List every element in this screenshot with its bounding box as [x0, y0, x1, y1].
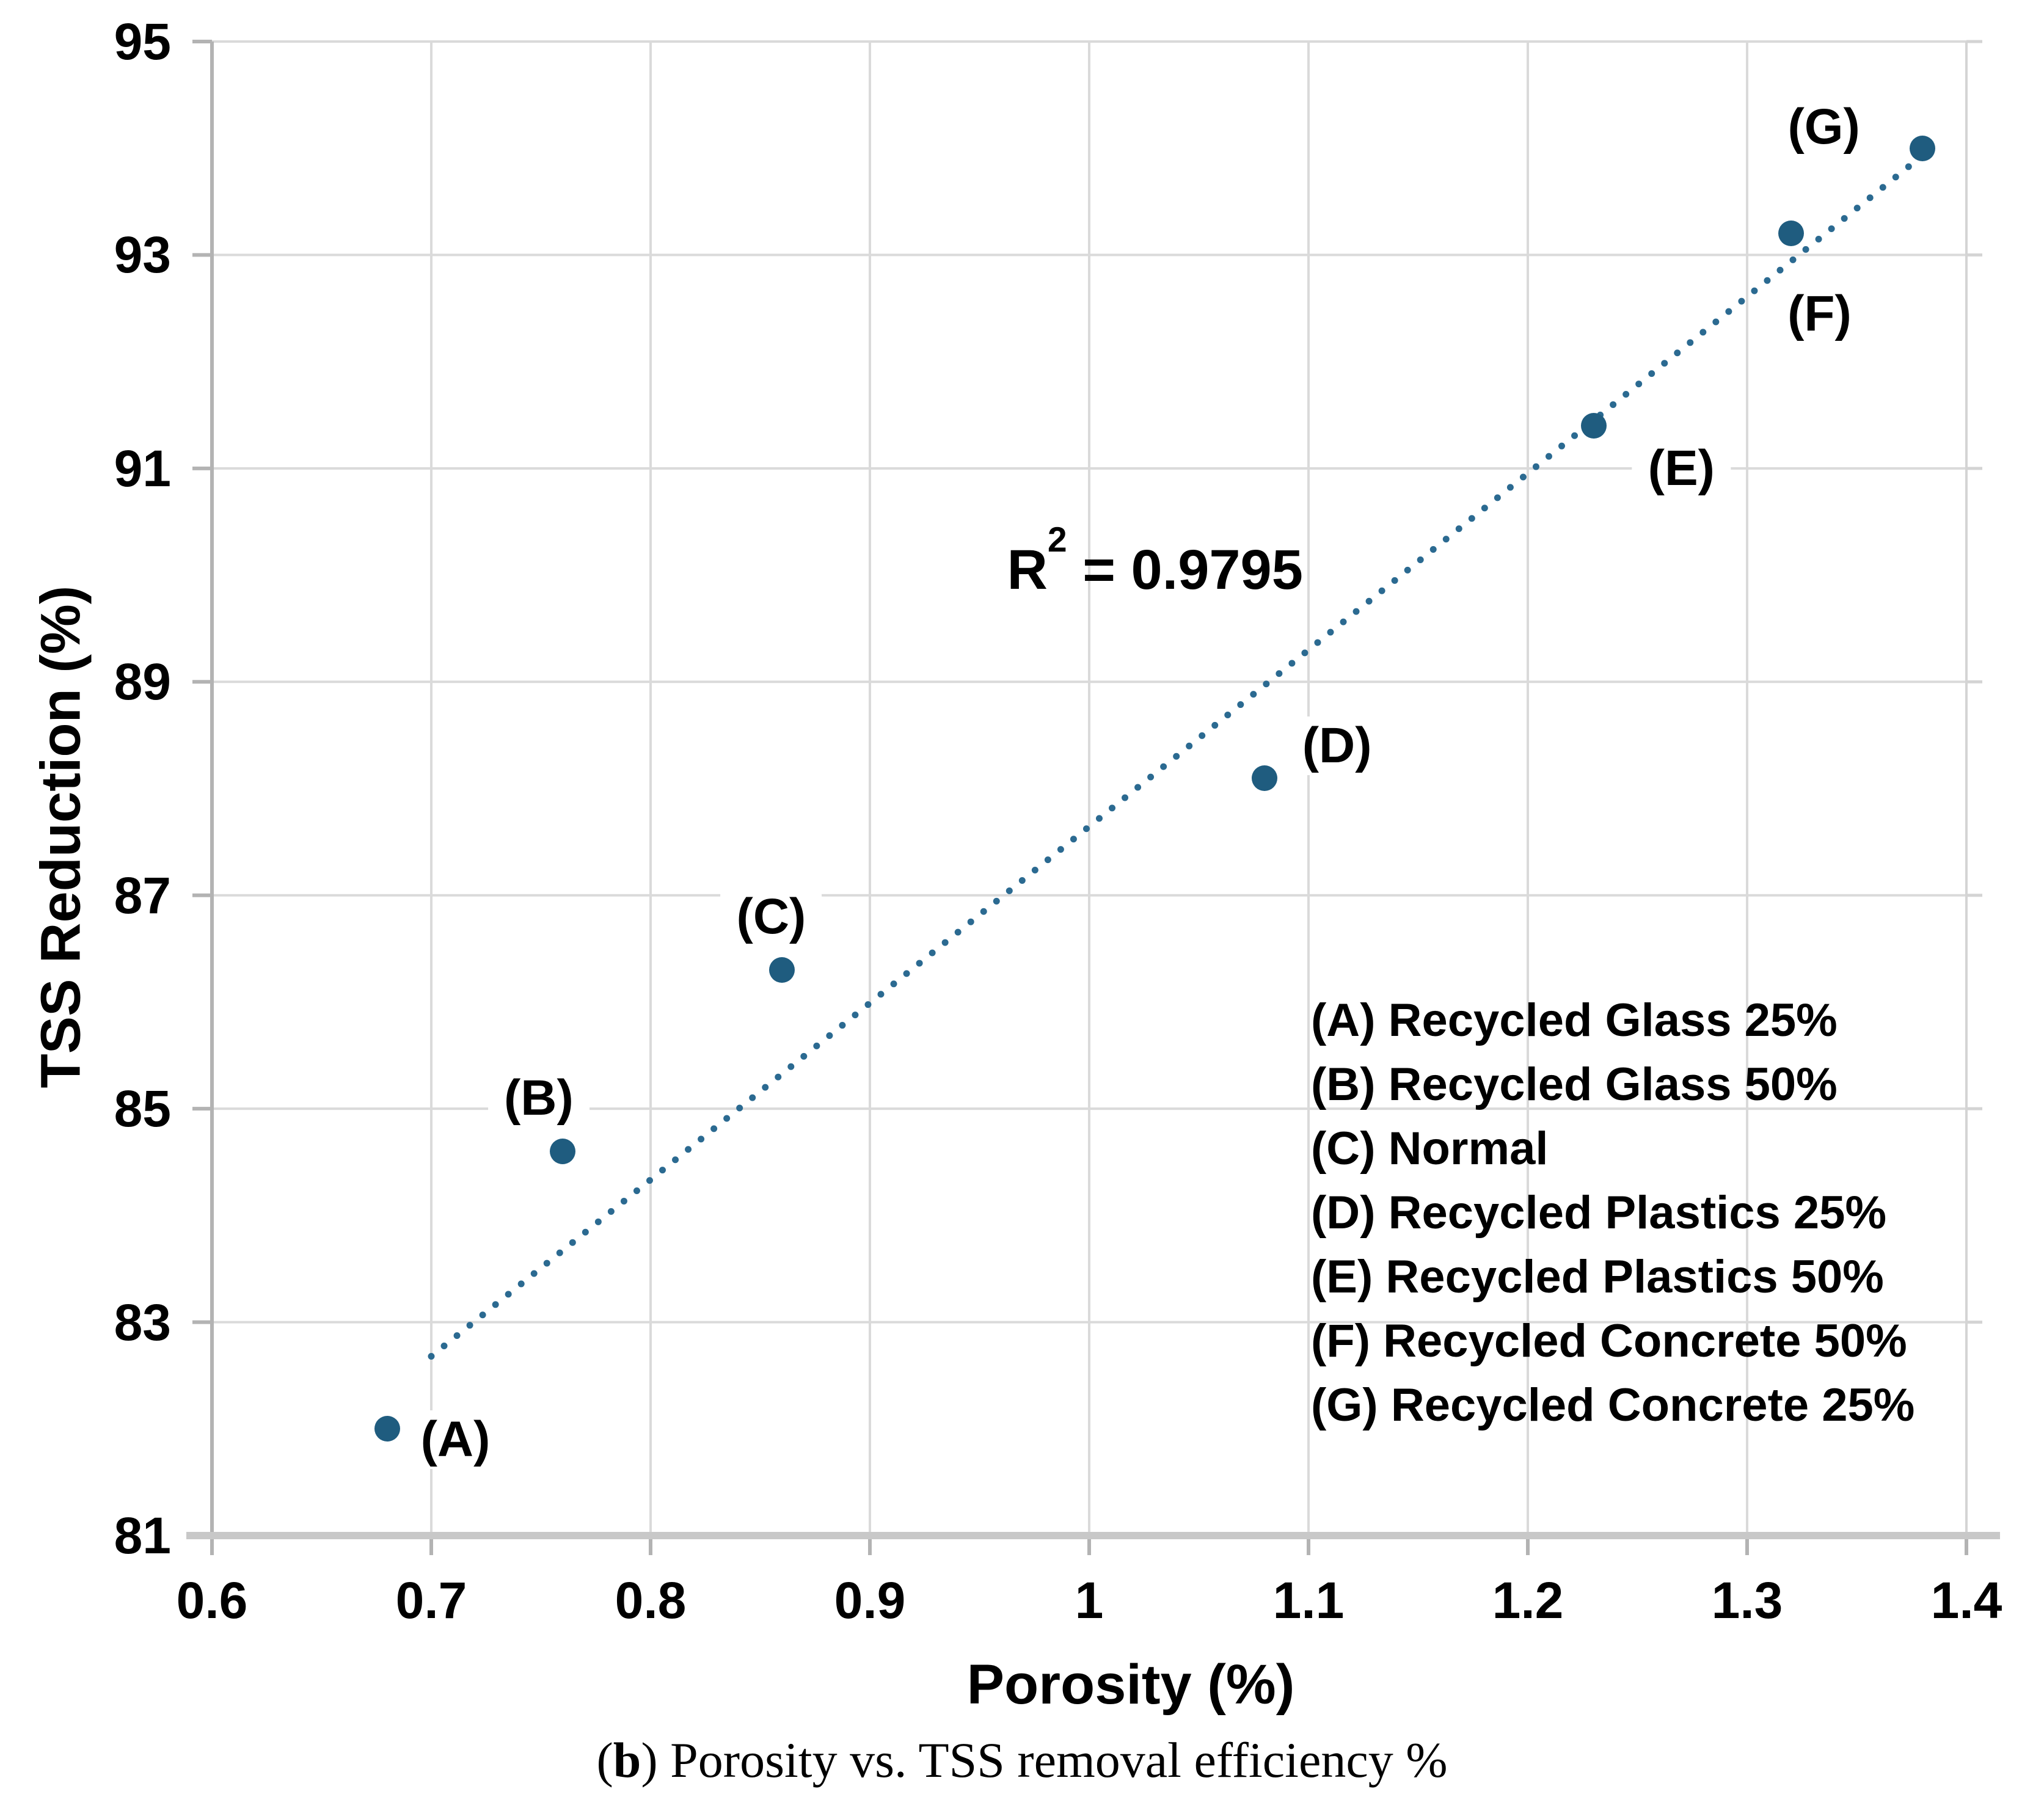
- y-tick-label-83: 83: [114, 1293, 171, 1351]
- legend-item: (G) Recycled Concrete 25%: [1311, 1379, 1915, 1431]
- y-tick-label-85: 85: [114, 1080, 171, 1138]
- point-label-C: (C): [720, 887, 822, 946]
- trendline: [428, 161, 1915, 1360]
- x-tick-label-0.7: 0.7: [395, 1572, 467, 1629]
- r-squared-base: R: [1007, 538, 1048, 601]
- data-point-A: [374, 1416, 401, 1442]
- legend-item: (F) Recycled Concrete 50%: [1311, 1315, 1907, 1367]
- r-squared-annotation: R2 = 0.9795: [1007, 520, 1303, 602]
- y-tick-label-89: 89: [114, 653, 171, 711]
- x-axis-title: Porosity (%): [966, 1653, 1295, 1716]
- y-tick-label-81: 81: [114, 1507, 171, 1564]
- caption-panel-letter: b: [613, 1732, 641, 1788]
- point-label-A: (A): [404, 1410, 506, 1469]
- figure-caption: (b) Porosity vs. TSS removal efficiency …: [0, 1730, 2044, 1791]
- x-tick-label-1.3: 1.3: [1711, 1572, 1783, 1629]
- legend-item: (E) Recycled Plastics 50%: [1311, 1251, 1884, 1303]
- x-tick-label-1: 1: [1075, 1572, 1104, 1629]
- y-tick-label-87: 87: [114, 866, 171, 924]
- caption-paren-open: (: [596, 1732, 613, 1788]
- x-tick-label-0.8: 0.8: [615, 1572, 687, 1629]
- legend-item: (C) Normal: [1311, 1123, 1549, 1175]
- legend-item: (B) Recycled Glass 50%: [1311, 1059, 1838, 1110]
- point-label-G: (G): [1772, 97, 1876, 156]
- x-tick-label-1.1: 1.1: [1272, 1572, 1345, 1629]
- r-squared-exponent: 2: [1047, 520, 1067, 560]
- point-label-D: (D): [1286, 716, 1388, 776]
- point-label-F: (F): [1772, 284, 1867, 343]
- x-tick-label-1.2: 1.2: [1492, 1572, 1564, 1629]
- y-tick-label-95: 95: [114, 13, 171, 70]
- x-tick-label-0.6: 0.6: [176, 1572, 248, 1629]
- plot-area: (A) (B) (C) (D) (E) (F) (G): [186, 40, 2000, 1555]
- x-tick-label-0.9: 0.9: [834, 1572, 906, 1629]
- y-tick-label-93: 93: [114, 226, 171, 284]
- data-point-B: [550, 1139, 576, 1165]
- data-point-E: [1580, 412, 1607, 439]
- data-point-C: [769, 957, 795, 983]
- data-point-D: [1252, 765, 1278, 791]
- legend-item: (D) Recycled Plastics 25%: [1311, 1187, 1887, 1239]
- data-point-F: [1778, 221, 1804, 247]
- data-point-G: [1910, 135, 1936, 161]
- r-squared-value: = 0.9795: [1067, 538, 1303, 601]
- caption-text: ) Porosity vs. TSS removal efficiency %: [641, 1732, 1448, 1788]
- legend: (A) Recycled Glass 25% (B) Recycled Glass…: [1311, 988, 1914, 1437]
- x-tick-label-1.4: 1.4: [1930, 1572, 2002, 1629]
- y-tick-label-91: 91: [114, 439, 171, 497]
- legend-item: (A) Recycled Glass 25%: [1311, 994, 1838, 1046]
- point-label-B: (B): [487, 1068, 589, 1128]
- point-label-E: (E): [1632, 439, 1731, 498]
